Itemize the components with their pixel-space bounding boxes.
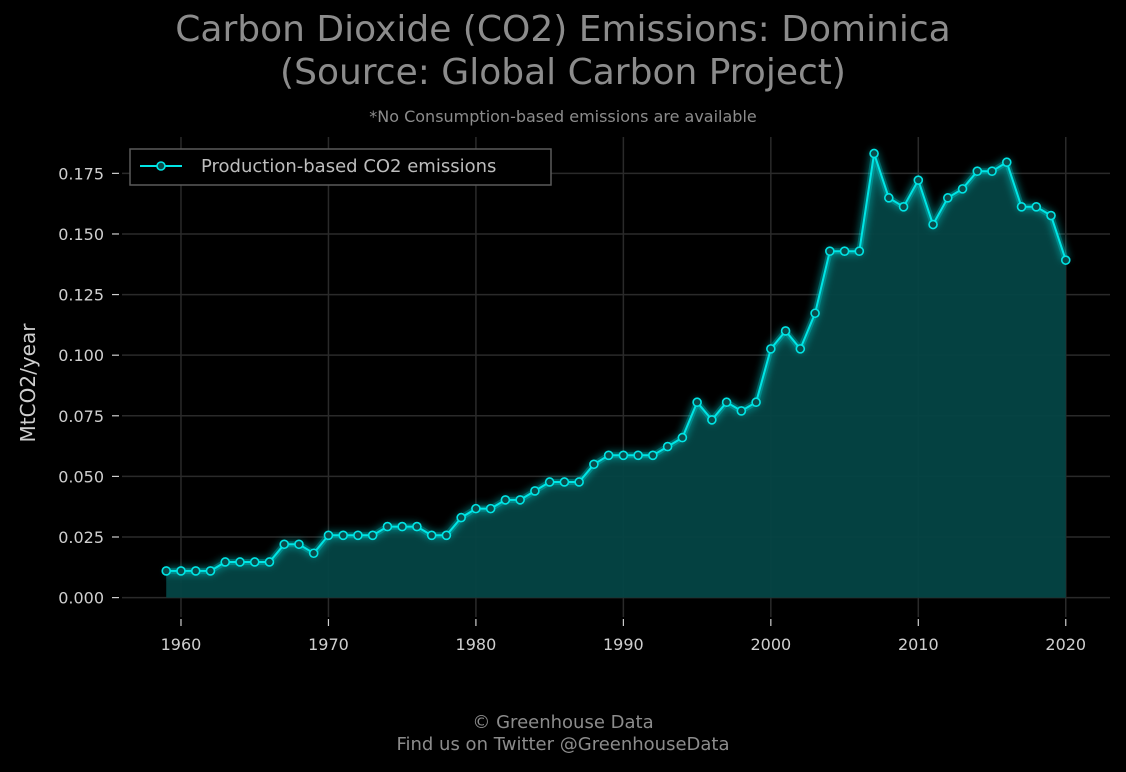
- data-point: [1031, 202, 1042, 212]
- data-point: [500, 495, 511, 505]
- legend-label: Production-based CO2 emissions: [201, 156, 496, 177]
- y-tick-label: 0.150: [58, 225, 104, 244]
- x-tick-label: 1960: [161, 635, 202, 654]
- x-tick-label: 1970: [308, 635, 349, 654]
- data-point: [574, 477, 584, 487]
- data-point: [249, 557, 260, 567]
- data-point: [294, 539, 304, 550]
- data-point: [603, 450, 614, 461]
- data-point: [353, 530, 363, 541]
- data-point: [161, 566, 172, 576]
- data-point: [1001, 157, 1012, 168]
- data-point: [751, 397, 761, 408]
- data-point: [898, 202, 909, 212]
- data-point: [677, 432, 688, 443]
- data-point: [589, 459, 599, 470]
- data-point: [721, 397, 732, 408]
- data-point: [515, 495, 525, 505]
- data-point: [530, 486, 540, 496]
- chart-title-line2: (Source: Global Carbon Project): [280, 52, 846, 93]
- data-point: [205, 566, 216, 576]
- chart-title: Carbon Dioxide (CO2) Emissions: Dominica…: [0, 8, 1126, 94]
- data-point: [633, 450, 643, 461]
- footer-copyright: © Greenhouse Data: [472, 712, 654, 733]
- axis-ticks-layer: 1960 1970 1980 1990 2000 2010 2020 0.000 0.025 0.…: [58, 164, 1086, 654]
- data-point: [825, 246, 835, 256]
- data-point: [854, 246, 865, 256]
- chart-subtitle: *No Consumption-based emissions are avai…: [369, 107, 757, 126]
- data-point: [795, 344, 806, 354]
- y-tick-label: 0.075: [58, 407, 104, 426]
- data-point: [972, 166, 983, 176]
- data-point: [190, 566, 201, 576]
- data-point-layer: [161, 148, 1071, 576]
- x-tick-label: 1980: [456, 635, 497, 654]
- data-point: [559, 477, 570, 487]
- y-tick-label: 0.100: [58, 346, 104, 365]
- data-point: [1060, 255, 1071, 265]
- data-point: [544, 477, 555, 487]
- chart-title-line1: Carbon Dioxide (CO2) Emissions: Dominica: [175, 9, 951, 50]
- data-point: [1046, 210, 1056, 221]
- data-point: [279, 539, 290, 550]
- legend: Production-based CO2 emissions: [129, 148, 552, 186]
- x-tick-label: 2010: [898, 635, 939, 654]
- data-point: [264, 557, 275, 567]
- data-point: [648, 450, 658, 461]
- x-tick-label: 2020: [1045, 635, 1086, 654]
- y-tick-label: 0.175: [58, 164, 104, 183]
- data-point: [884, 193, 894, 203]
- data-point: [338, 530, 348, 541]
- legend-box: [129, 148, 552, 186]
- data-point: [957, 184, 968, 194]
- data-point: [426, 530, 437, 541]
- y-tick-label: 0.125: [58, 286, 104, 305]
- data-point: [869, 148, 879, 159]
- data-point: [176, 566, 186, 576]
- data-point: [736, 406, 747, 416]
- x-tick-label: 1990: [603, 635, 644, 654]
- data-point: [456, 512, 466, 523]
- y-tick-label: 0.000: [58, 589, 104, 608]
- data-point: [839, 246, 850, 256]
- data-point: [913, 175, 924, 185]
- x-tick-label: 2000: [750, 635, 791, 654]
- series-area-fill: [166, 153, 1066, 598]
- data-point: [323, 530, 334, 541]
- data-point: [485, 503, 496, 514]
- y-tick-label: 0.050: [58, 467, 104, 486]
- footer: © Greenhouse Data Find us on Twitter @Gr…: [0, 712, 1126, 756]
- data-point: [780, 326, 791, 336]
- data-point: [1016, 202, 1027, 212]
- data-point: [441, 530, 452, 541]
- data-point: [618, 450, 629, 461]
- data-point: [382, 521, 393, 532]
- legend-marker-swatch: [156, 161, 166, 171]
- data-point: [471, 503, 481, 514]
- area-fill-layer: [166, 153, 1066, 598]
- y-axis-label: MtCO2/year: [16, 323, 40, 443]
- data-point: [367, 530, 378, 541]
- data-point: [766, 344, 776, 354]
- data-point: [942, 193, 953, 203]
- data-point: [928, 219, 938, 230]
- data-point: [235, 557, 245, 567]
- data-point: [397, 521, 407, 532]
- data-point: [308, 548, 319, 559]
- data-point: [707, 415, 717, 425]
- data-point: [810, 308, 820, 319]
- data-point: [987, 166, 997, 176]
- y-tick-label: 0.025: [58, 528, 104, 547]
- footer-twitter: Find us on Twitter @GreenhouseData: [396, 734, 730, 755]
- data-point: [412, 521, 422, 532]
- data-point: [220, 557, 231, 567]
- data-point: [692, 397, 702, 408]
- data-point: [662, 441, 673, 452]
